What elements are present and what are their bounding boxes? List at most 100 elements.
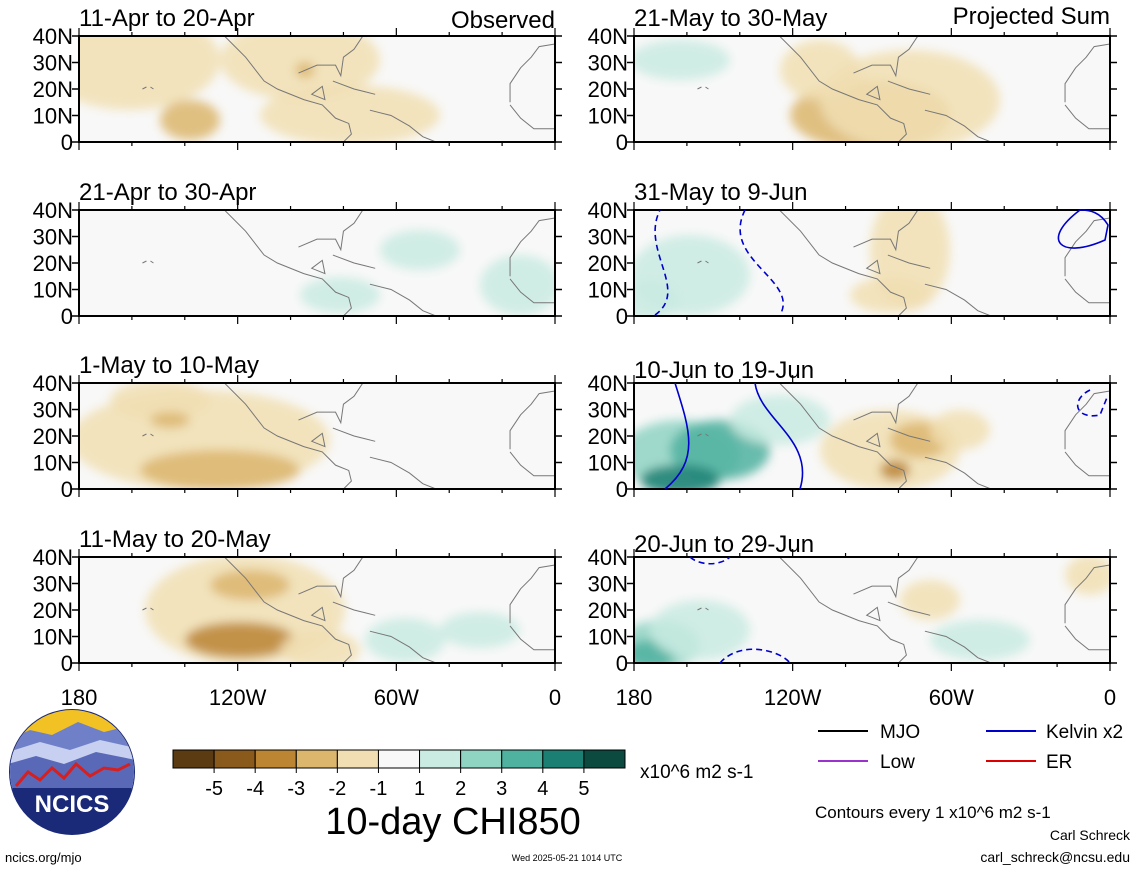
y-tick-label: 40N [588,24,628,49]
colorbar-label: -4 [246,778,264,800]
x-tick-label: 0 [1104,685,1116,710]
panel-title-observed-4: 11-May to 20-May [79,526,271,553]
shading-cell [900,580,960,620]
shading-cell [280,630,360,663]
coastline [697,36,1110,142]
panel-shading-r1 [634,210,1110,316]
kelvin-contour [1057,209,1109,249]
panel-shading-l3 [142,557,555,663]
panel-shading-l2 [79,383,555,489]
kelvin-contour [1076,389,1109,417]
colorbar-swatch [254,749,297,769]
y-tick-label: 40N [33,371,73,396]
y-tick-label: 20N [33,251,73,276]
coastline [142,210,555,316]
panel-shading-r2 [634,383,1110,489]
panel-title-projected-1: 21-May to 30-May [634,5,827,32]
x-tick-label: 180 [61,685,98,710]
kelvin-contour [689,556,731,565]
kelvin-contour [664,382,690,490]
logo-text: NCICS [35,791,110,818]
shading-cell [930,410,990,450]
x-tick-label: 120W [764,685,822,710]
coastline [142,36,555,142]
colorbar-swatch [501,749,544,769]
coastline [697,210,1110,316]
colorbar-swatch [542,749,585,769]
y-tick-label: 10N [588,625,628,650]
y-tick-label: 0 [61,477,73,502]
y-tick-label: 20N [33,598,73,623]
observed-label: Observed [451,7,555,34]
y-tick-label: 0 [616,304,628,329]
shading-cell [79,36,220,110]
panel-shading-r0 [634,36,1110,142]
coastline [142,383,555,489]
y-tick-label: 30N [33,398,73,423]
kelvin-contour [654,209,669,316]
coastline [697,383,1110,489]
y-tick-label: 10N [588,278,628,303]
y-tick-label: 30N [588,572,628,597]
chart-title: 10-day CHI850 [325,801,581,843]
shading-cell [380,230,460,270]
coastline [142,557,555,663]
timestamp: Wed 2025-05-21 1014 UTC [512,853,623,863]
shading-cell [150,412,190,428]
y-tick-label: 40N [588,371,628,396]
shading-cell [850,277,930,313]
shading-cell [640,465,720,489]
ncics-logo: NCICS [9,709,135,835]
y-tick-label: 0 [616,477,628,502]
panel-title-projected-2: 31-May to 9-Jun [634,179,807,206]
author-email: carl_schreck@ncsu.edu [980,849,1130,865]
legend-label-er: ER [1046,752,1072,773]
shading-cell [110,383,210,420]
colorbar-swatch [295,749,338,769]
panel-title-observed-1: 11-Apr to 20-Apr [79,5,255,32]
y-tick-label: 0 [61,651,73,676]
author-name: Carl Schreck [1050,827,1131,843]
x-tick-label: 60W [929,685,974,710]
shading-cell [185,622,295,658]
panel-shading-r3 [634,557,1110,663]
y-tick-label: 10N [588,451,628,476]
shading-cell [300,277,380,313]
panel-shading-l0 [79,36,555,142]
colorbar-swatch [460,749,503,769]
y-tick-label: 30N [588,398,628,423]
kelvin-contour [754,382,804,490]
y-tick-label: 10N [33,451,73,476]
coastline [697,557,1110,663]
shading-cell [210,570,290,600]
colorbar-swatch [172,749,215,769]
y-tick-label: 10N [33,104,73,129]
y-tick-label: 0 [61,304,73,329]
shading-cell [780,40,860,100]
y-tick-label: 20N [588,598,628,623]
y-tick-label: 30N [33,51,73,76]
colorbar-label: 4 [537,778,548,800]
y-tick-label: 30N [588,225,628,250]
y-tick-label: 10N [33,278,73,303]
shading-cell [140,450,300,489]
colorbar-swatch [213,749,256,769]
shading-cell [260,85,440,142]
colorbar-label: 2 [455,778,466,800]
x-tick-label: 0 [549,685,561,710]
colorbar-label: -1 [370,778,388,800]
y-tick-label: 10N [588,104,628,129]
colorbar-label: -2 [328,778,346,800]
shading-cell [930,620,1030,660]
y-tick-label: 20N [588,251,628,276]
y-tick-label: 30N [33,572,73,597]
shading-cell [820,50,1000,142]
colorbar-label: -3 [287,778,305,800]
colorbar-units: x10^6 m2 s-1 [640,762,753,783]
x-tick-label: 120W [209,685,267,710]
legend-label-low: Low [880,752,915,773]
y-tick-label: 20N [588,77,628,102]
y-tick-label: 0 [61,130,73,155]
shading-cell [440,612,520,648]
colorbar-swatch [336,749,379,769]
